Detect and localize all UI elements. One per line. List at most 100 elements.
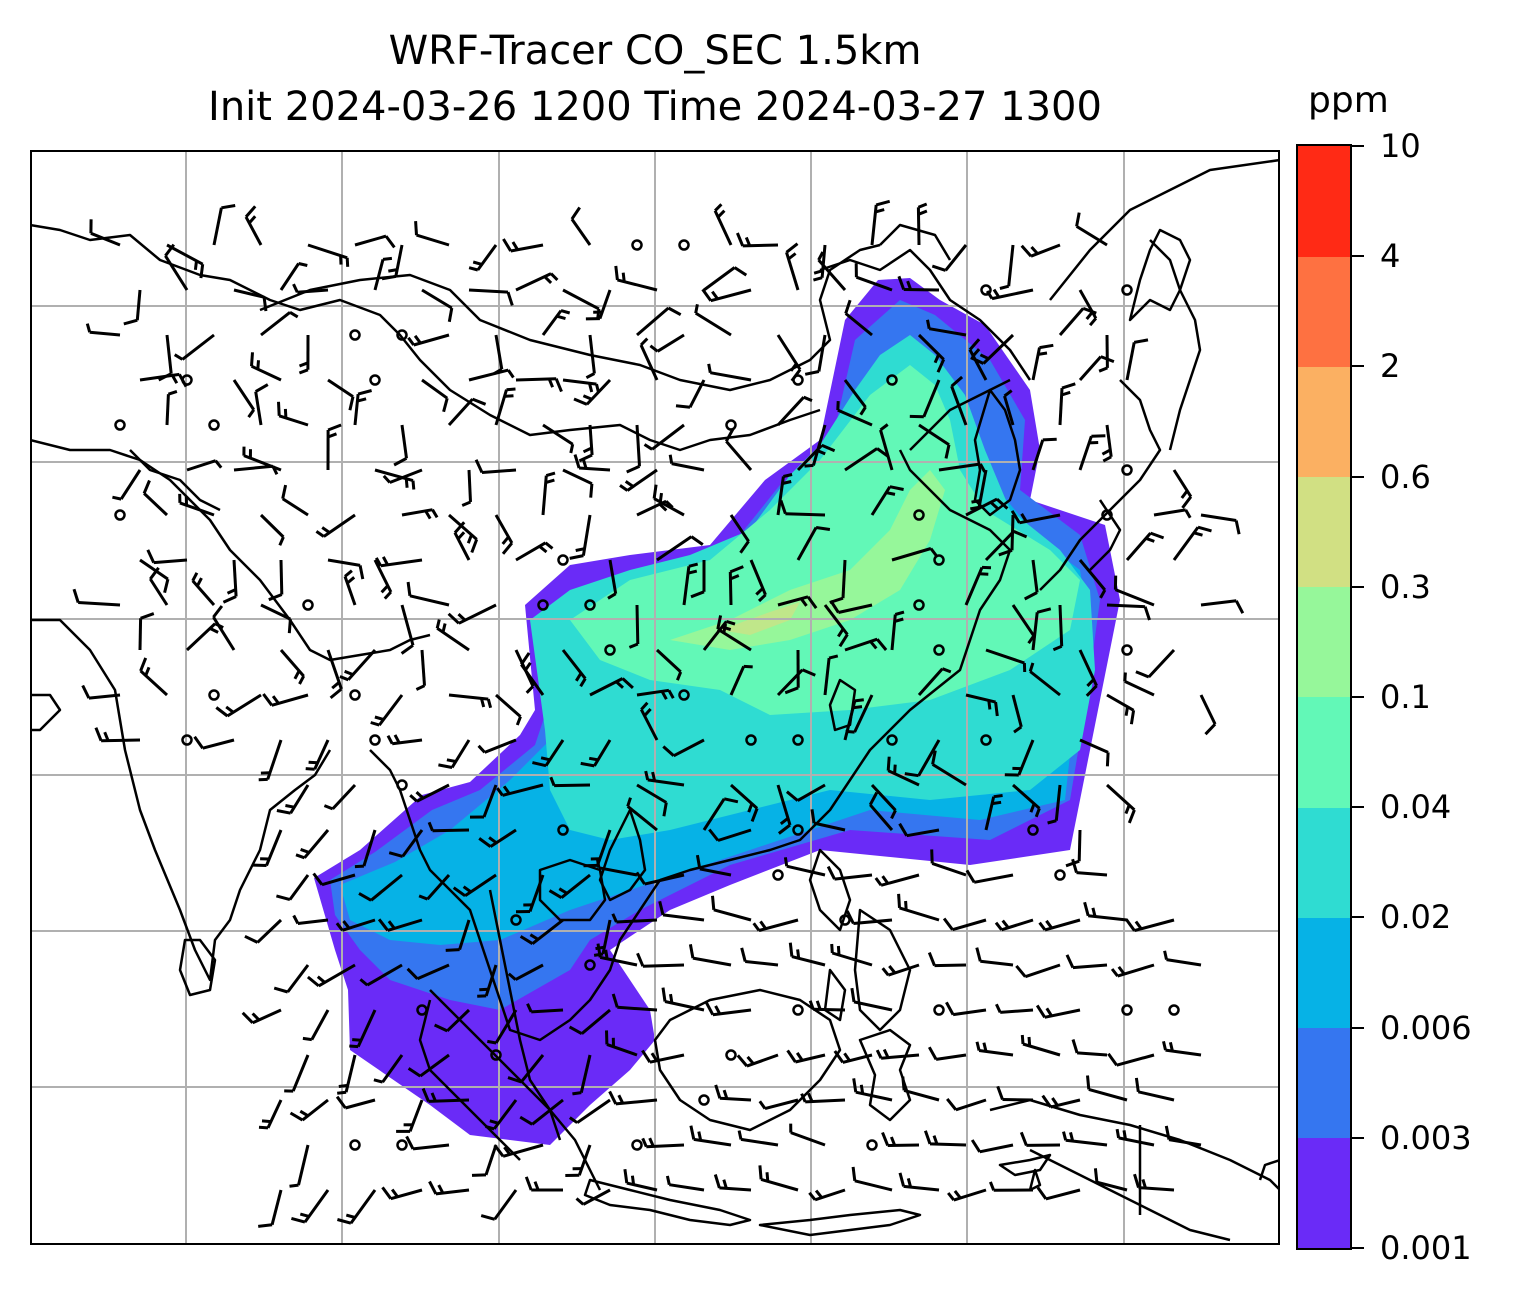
wind-barb-icon [396,1099,424,1133]
wind-barb-icon [568,1098,611,1124]
colorbar-tick [1352,475,1364,478]
wind-barb-icon [448,513,479,554]
wind-barb-icon [81,684,121,700]
wind-barb-icon [608,1090,658,1106]
wind-barb-icon [186,459,223,472]
wind-barb-icon [193,735,235,750]
colorbar [1296,144,1352,1250]
wind-barb-icon [279,649,306,685]
wind-barb-icon [570,206,592,246]
wind-barb-icon [701,288,752,303]
wind-barb-icon [414,221,450,247]
wind-barb-icon [589,677,634,697]
wind-barb-icon [1124,918,1175,933]
colorbar-tick-label: 0.04 [1380,788,1452,827]
wind-barb-icon [1020,1034,1061,1057]
wind-barb-icon [776,473,793,516]
wind-barb-icon [661,987,705,1012]
wind-barb-icon [823,654,839,696]
wind-barb-icon [1086,1075,1128,1102]
wind-barb-icon [370,694,404,727]
wind-barb-icon [713,1174,752,1192]
wind-barb-icon [139,657,169,697]
colorbar-segment [1298,146,1350,257]
wind-barb-icon [965,497,1009,517]
wind-barb-icon [386,734,423,746]
wind-barb-icon [830,943,873,967]
calm-wind-circle-icon [181,734,193,746]
wind-barb-icon [985,288,1034,301]
wind-barb-icon [1199,694,1217,736]
wind-barb-icon [639,337,659,381]
wind-barb-icon [85,323,121,337]
wind-barb-icon [605,1030,638,1057]
wind-barb-icon [868,791,894,831]
wind-barb-icon [931,750,967,787]
wind-barb-icon [515,377,563,393]
wind-barb-icon [995,1003,1034,1014]
wind-barb-icon [1107,1052,1155,1067]
wind-barb-icon [474,459,517,474]
wind-barb-icon [636,688,675,700]
calm-wind-circle-icon [631,239,643,251]
wind-barb-icon [164,243,189,291]
wind-barb-icon [381,1186,423,1201]
wind-barb-icon [800,1092,846,1104]
wind-barb-icon [711,895,752,922]
wind-barb-icon [626,797,658,832]
wind-barb-icon [881,963,920,977]
wind-barb-icon [524,1176,563,1192]
wind-barb-icon [662,738,705,758]
wind-barb-icon [326,423,342,471]
wind-barb-icon [641,1137,685,1149]
map-title: WRF-Tracer CO_SEC 1.5km [388,28,922,74]
wind-barb-icon [415,649,426,691]
wind-barb-icon [690,560,706,599]
wind-barb-icon [1024,559,1039,601]
wind-barb-icon [641,1049,685,1064]
wind-barb-icon [852,1078,893,1102]
wind-barb-icon [575,1188,611,1206]
wind-barb-icon [273,964,310,994]
wind-barb-icon [306,963,356,988]
wind-barb-icon [401,508,439,520]
calm-wind-circle-icon [1101,509,1113,521]
wind-barb-icon [930,849,967,877]
wind-barb-icon [1101,424,1113,463]
colorbar-segment [1298,1137,1350,1249]
wind-barb-icon [897,893,940,922]
wind-barb-icon [996,1085,1034,1102]
calm-wind-circle-icon [557,824,569,836]
wind-barb-icon [374,468,416,490]
wind-barb-icon [1078,559,1107,599]
wind-barb-icon [665,1175,705,1192]
wind-barb-icon [233,288,268,312]
wind-barb-icon [276,784,310,815]
wind-barb-icon [945,1001,987,1017]
wind-barb-icon [1011,604,1036,645]
wind-barb-icon [468,244,498,272]
wind-barb-icon [138,612,155,651]
wind-barb-icon [335,918,376,932]
wind-barb-icon [480,1189,518,1221]
wind-barb-icon [923,1130,967,1147]
wind-barb-icon [736,232,779,248]
wind-barb-icon [804,424,827,468]
wind-barb-icon [388,829,424,858]
calm-wind-circle-icon [772,869,784,881]
calm-wind-circle-icon [181,374,193,386]
wind-barb-icon [468,368,515,382]
wind-barb-icon [970,1139,1014,1154]
calm-wind-circle-icon [913,599,925,611]
wind-barb-icon [740,947,779,967]
wind-barb-icon [1093,1168,1128,1192]
wind-barb-icon [277,401,309,427]
wind-barb-icon [469,784,498,819]
wind-barb-icon [1031,343,1054,381]
wind-barb-icon [1163,950,1202,967]
wind-barb-icon [254,383,269,426]
wind-barb-icon [335,1095,376,1110]
wind-barb-icon [703,266,748,292]
wind-barb-icon [636,306,682,337]
wind-barb-icon [445,919,471,952]
